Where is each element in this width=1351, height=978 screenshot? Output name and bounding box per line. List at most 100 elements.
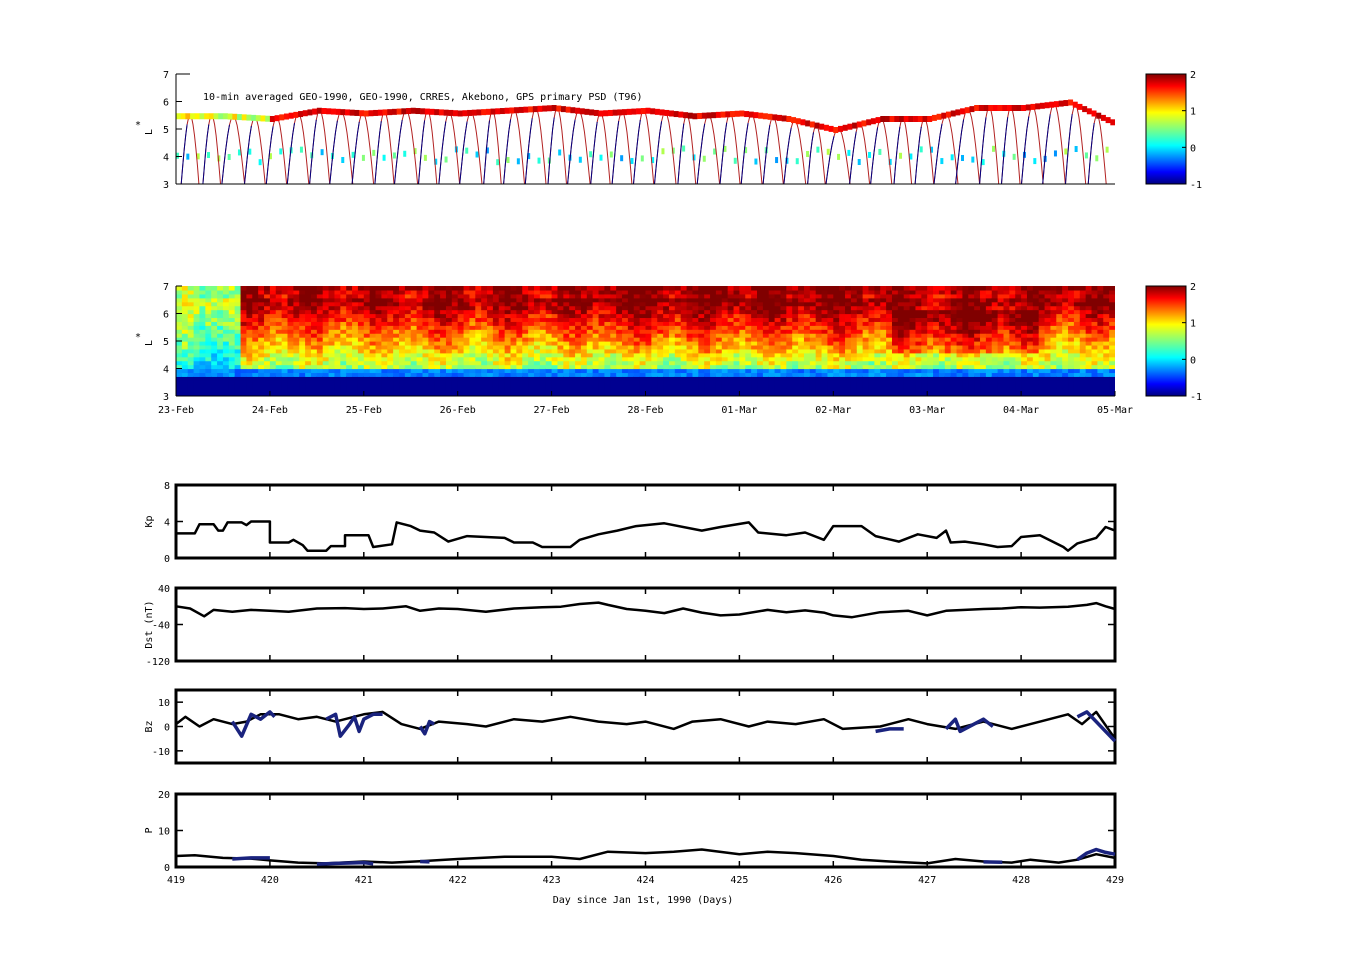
psd-cell	[458, 333, 464, 338]
psd-cell	[188, 329, 194, 334]
psd-cell	[839, 365, 845, 370]
psd-cell	[804, 310, 810, 315]
psd-cell	[698, 333, 704, 338]
psd-cell	[739, 286, 745, 291]
psd-cell	[804, 286, 810, 291]
psd-cell	[557, 337, 563, 342]
psd-cell	[235, 345, 241, 350]
psd-geo-cell	[852, 123, 857, 129]
psd-cell	[241, 286, 247, 291]
psd-cell	[634, 310, 640, 315]
psd-cell	[352, 298, 358, 303]
psd-cell	[669, 361, 675, 366]
psd-cell	[786, 314, 792, 319]
psd-cell	[687, 349, 693, 354]
psd-cell	[579, 157, 582, 163]
psd-cell	[933, 349, 939, 354]
psd-cell	[569, 384, 575, 389]
psd-cell	[1092, 357, 1098, 362]
psd-cell	[516, 306, 522, 311]
psd-cell	[681, 388, 687, 393]
psd-cell	[739, 314, 745, 319]
psd-cell	[651, 380, 657, 385]
psd-cell	[522, 345, 528, 350]
psd-cell	[1092, 298, 1098, 303]
psd-cell	[751, 325, 757, 330]
psd-cell	[229, 376, 235, 381]
psd-cell	[1056, 321, 1062, 326]
psd-cell	[687, 333, 693, 338]
psd-cell	[352, 152, 355, 158]
psd-cell	[968, 306, 974, 311]
psd-cell	[1045, 353, 1051, 358]
psd-cell	[1045, 349, 1051, 354]
psd-cell	[376, 353, 382, 358]
psd-cell	[581, 388, 587, 393]
psd-cell	[980, 321, 986, 326]
psd-cell	[986, 333, 992, 338]
psd-cell	[710, 302, 716, 307]
psd-cell	[640, 376, 646, 381]
psd-geo-cell	[777, 115, 782, 121]
psd-cell	[516, 345, 522, 350]
psd-cell	[734, 325, 740, 330]
psd-cell	[968, 349, 974, 354]
psd-cell	[1039, 361, 1045, 366]
psd-cell	[305, 353, 311, 358]
psd-orbit-arc-low	[655, 121, 662, 184]
psd-geo-cell	[669, 111, 674, 117]
psd-cell	[546, 333, 552, 338]
psd-cell	[1062, 298, 1068, 303]
psd-cell	[499, 294, 505, 299]
psd-cell	[458, 294, 464, 299]
psd-cell	[634, 306, 640, 311]
psd-geo-cell	[866, 119, 871, 125]
psd-cell	[1050, 290, 1056, 295]
psd-cell	[211, 357, 217, 362]
psd-cell	[869, 353, 875, 358]
psd-cell	[493, 329, 499, 334]
psd-cell	[974, 388, 980, 393]
psd-cell	[863, 325, 869, 330]
psd-cell	[381, 290, 387, 295]
psd-cell	[587, 329, 593, 334]
psd-cell	[734, 290, 740, 295]
psd-cell	[1033, 349, 1039, 354]
psd-cell	[288, 286, 294, 291]
psd-cell	[998, 294, 1004, 299]
psd-cell	[1021, 376, 1027, 381]
psd-cell	[176, 388, 182, 393]
psd-cell	[863, 302, 869, 307]
psd-cell	[1068, 380, 1074, 385]
psd-cell	[971, 157, 974, 163]
psd-cell	[839, 380, 845, 385]
psd-cell	[1056, 337, 1062, 342]
psd-cell	[962, 306, 968, 311]
psd-cell	[1009, 321, 1015, 326]
psd-cell	[422, 376, 428, 381]
psd-cell	[734, 302, 740, 307]
psd-cell	[546, 376, 552, 381]
psd-cell	[252, 317, 258, 322]
psd-cell	[1106, 147, 1109, 153]
psd-cell	[962, 302, 968, 307]
psd-geo-cell	[589, 109, 594, 115]
psd-cell	[511, 317, 517, 322]
psd-orbit-arc-low	[287, 123, 294, 184]
psd-cell	[282, 353, 288, 358]
psd-cell	[364, 376, 370, 381]
psd-cell	[1021, 294, 1027, 299]
psd-cell	[910, 388, 916, 393]
psd-cell	[575, 384, 581, 389]
psd-cell	[845, 388, 851, 393]
psd-cell	[522, 380, 528, 385]
psd-cell	[1021, 361, 1027, 366]
psd-cell	[681, 317, 687, 322]
psd-cell	[317, 376, 323, 381]
psd-cell	[581, 325, 587, 330]
psd-cell	[863, 365, 869, 370]
psd-cell	[786, 345, 792, 350]
psd-cell	[986, 341, 992, 346]
psd-cell	[587, 357, 593, 362]
psd-geo-cell	[721, 112, 726, 118]
